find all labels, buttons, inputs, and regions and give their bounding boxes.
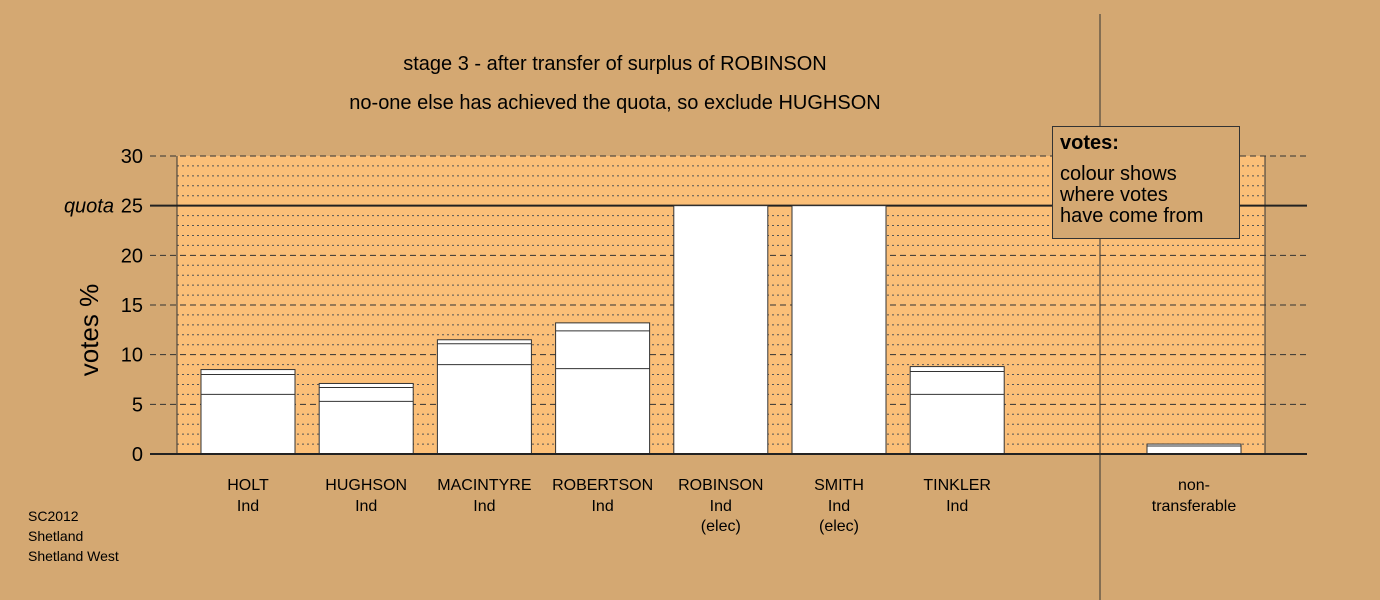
candidate-name-label: HUGHSON	[325, 477, 407, 494]
candidate-holt-bar	[200, 369, 296, 455]
chart-subtitle: no-one else has achieved the quota, so e…	[349, 92, 881, 114]
candidate-smith-bar	[791, 205, 887, 455]
quota-label: quota	[64, 196, 114, 218]
candidate-party-label: Ind	[473, 498, 495, 515]
y-tick-label: 15	[121, 295, 143, 317]
footer-ward: Shetland West	[28, 548, 119, 564]
candidate-party-label: Ind	[355, 498, 377, 515]
candidate-name-label: HOLT	[227, 477, 269, 494]
candidate-party-label: Ind	[710, 498, 732, 515]
candidate-status-label: (elec)	[819, 518, 859, 535]
candidate-tinkler-bar	[909, 366, 1005, 455]
nontransferable-label-line1: non-	[1178, 477, 1210, 494]
candidate-name-label: ROBERTSON	[552, 477, 653, 494]
footer-info: SC2012 Shetland Shetland West	[28, 506, 119, 566]
footer-council: Shetland	[28, 528, 84, 544]
candidate-party-label: Ind	[946, 498, 968, 515]
candidate-hughson-bar	[318, 382, 414, 455]
candidate-status-label: (elec)	[701, 518, 741, 535]
y-tick-label: 30	[121, 146, 143, 168]
candidate-name-label: SMITH	[814, 477, 864, 494]
y-tick-label: 5	[132, 394, 143, 416]
y-tick-label: 10	[121, 345, 143, 367]
legend-line: where votes	[1060, 184, 1168, 206]
candidate-party-label: Ind	[237, 498, 259, 515]
candidate-macintyre-bar	[436, 339, 532, 455]
legend-title: votes:	[1060, 132, 1119, 154]
legend-line: have come from	[1060, 205, 1204, 227]
legend-box: votes: colour shows where votes have com…	[1052, 126, 1240, 239]
candidate-name-label: MACINTYRE	[437, 477, 531, 494]
candidate-party-label: Ind	[591, 498, 613, 515]
candidate-name-label: TINKLER	[923, 477, 991, 494]
nontransferable-label-line2: transferable	[1152, 498, 1237, 515]
y-tick-label: 25	[121, 196, 143, 218]
candidate-robertson-bar	[555, 322, 651, 455]
candidate-party-label: Ind	[828, 498, 850, 515]
chart-title: stage 3 - after transfer of surplus of R…	[403, 53, 827, 75]
candidate-name-label: ROBINSON	[678, 477, 763, 494]
legend-line: colour shows	[1060, 163, 1177, 185]
footer-election: SC2012	[28, 508, 79, 524]
y-axis-label: votes %	[74, 284, 104, 377]
y-tick-label: 20	[121, 245, 143, 267]
y-tick-label: 0	[132, 444, 143, 466]
candidate-robinson-bar	[673, 205, 769, 455]
